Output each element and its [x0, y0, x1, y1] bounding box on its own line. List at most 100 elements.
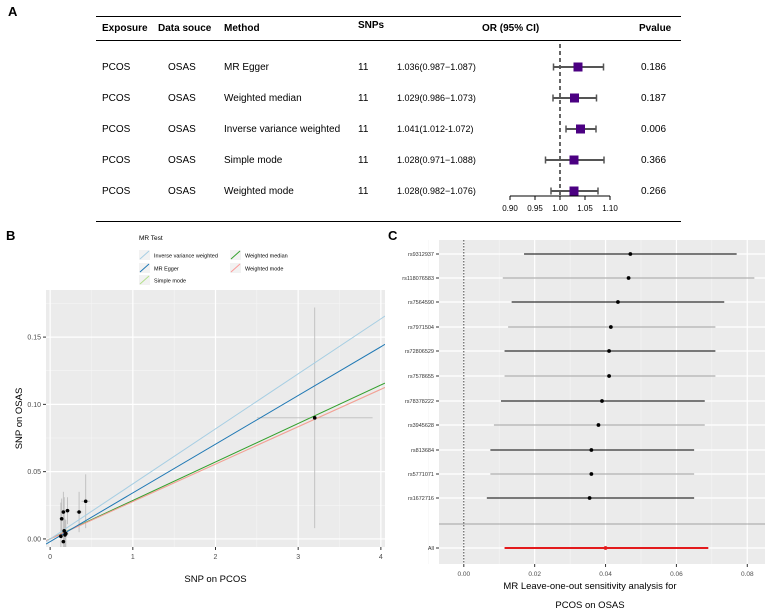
- loo-point: [616, 300, 620, 304]
- loo-point: [626, 276, 631, 280]
- legend-key-line: [139, 275, 150, 285]
- y-tick-label: rs5771071: [408, 472, 434, 478]
- regression-line: [46, 315, 385, 543]
- snp-point: [312, 416, 317, 420]
- header-method: Method: [224, 23, 260, 34]
- table-cell-pvalue: 0.266: [641, 186, 667, 197]
- y-tick-label: All: [428, 546, 434, 552]
- table-cell-method: Weighted mode: [224, 186, 294, 197]
- table-cell-exposure: PCOS: [102, 93, 131, 104]
- table-cell-pvalue: 0.366: [641, 155, 667, 166]
- gridlines: [46, 290, 385, 547]
- panel-c-label: C: [388, 228, 398, 243]
- loo-point: [589, 448, 594, 452]
- table-cell-or-ci: 1.028(0.982−1.076): [397, 186, 476, 196]
- legend-entry: Weighted median: [245, 254, 288, 260]
- y-tick-label: rs1672716: [408, 496, 434, 502]
- legend-entry: Inverse variance weighted: [154, 254, 218, 260]
- x-tick-label: 0.06: [670, 571, 683, 578]
- snp-point: [59, 516, 64, 521]
- table-cell-exposure: PCOS: [102, 62, 131, 73]
- y-tick-label: rs72806529: [405, 349, 434, 355]
- header-data-source: Data souce: [158, 23, 212, 34]
- chart-title-line1: MR Leave-one-out sensitivity analysis fo…: [503, 581, 676, 592]
- loo-point: [628, 252, 633, 256]
- x-tick-label: 1: [131, 554, 135, 561]
- header-or-ci: OR (95% CI): [482, 23, 540, 34]
- table-cell-or-ci: 1.036(0.987−1.087): [397, 62, 476, 72]
- overall-estimate-point: [603, 546, 608, 550]
- table-cell-method: Simple mode: [224, 155, 283, 166]
- table-cell-exposure: PCOS: [102, 155, 131, 166]
- loo-point: [596, 423, 601, 427]
- forest-tick-label: 1.10: [602, 204, 618, 213]
- table-cell-method: MR Egger: [224, 62, 270, 73]
- y-tick-label: rs3945628: [408, 423, 434, 429]
- x-tick-label: 3: [296, 554, 300, 561]
- snp-point: [59, 534, 63, 539]
- leave-one-out-forest-plot: 0.00 0.02 0.04 0.06 0.08 rs9312937 rs118076583…: [402, 240, 765, 611]
- x-tick-label: 0: [48, 554, 52, 561]
- snp-point: [65, 508, 70, 513]
- legend-key-line: [230, 250, 241, 260]
- x-tick-label: 0.08: [741, 571, 754, 578]
- or-point-marker: [573, 62, 583, 72]
- chart-title-line2: PCOS on OSAS: [555, 600, 624, 611]
- header-exposure: Exposure: [102, 23, 148, 34]
- panel-b-label: B: [6, 228, 16, 243]
- legend: MR Test Inverse variance weighted MR Egger…: [139, 235, 288, 285]
- loo-point: [608, 325, 613, 329]
- forest-tick-label: 0.90: [502, 204, 518, 213]
- table-cell-data-source: OSAS: [168, 124, 196, 135]
- forest-tick-label: 1.05: [577, 204, 593, 213]
- table-cell-or-ci: 1.028(0.971−1.088): [397, 155, 476, 165]
- header-snps: SNPs: [358, 20, 385, 31]
- y-tick-label: rs7578655: [408, 374, 434, 380]
- loo-point: [589, 472, 594, 476]
- y-tick-label: rs9312937: [408, 252, 434, 258]
- table-cell-snps: 11: [358, 93, 369, 104]
- header-pvalue: Pvalue: [639, 23, 672, 34]
- snp-point: [62, 529, 66, 533]
- table-cell-pvalue: 0.186: [641, 62, 667, 73]
- table-cell-data-source: OSAS: [168, 186, 196, 197]
- y-tick-label: rs118076583: [402, 276, 434, 282]
- table-cell-snps: 11: [358, 155, 369, 166]
- y-tick-label: rs7564590: [408, 300, 434, 306]
- x-tick-label: 4: [379, 554, 383, 561]
- regression-line: [46, 386, 385, 542]
- loo-point: [600, 399, 604, 403]
- y-tick-label: 0.15: [27, 335, 41, 342]
- regression-line: [46, 343, 385, 545]
- table-cell-pvalue: 0.187: [641, 93, 667, 104]
- loo-point: [607, 349, 611, 353]
- regression-line: [46, 382, 385, 542]
- table-cell-exposure: PCOS: [102, 186, 131, 197]
- table-cell-or-ci: 1.041(1.012-1.072): [397, 124, 474, 134]
- x-tick-label: 0.00: [457, 571, 470, 578]
- y-tick-label: 0.00: [27, 536, 41, 543]
- panel-a-label: A: [8, 4, 18, 19]
- y-tick-label: 0.05: [27, 469, 41, 476]
- legend-entry: Weighted mode: [245, 267, 283, 273]
- or-point-marker: [570, 93, 579, 103]
- forest-tick-label: 0.95: [527, 204, 543, 213]
- loo-point: [587, 496, 592, 500]
- table-cell-data-source: OSAS: [168, 93, 196, 104]
- y-tick-label: rs78378222: [405, 399, 434, 405]
- table-cell-exposure: PCOS: [102, 124, 131, 135]
- or-point-marker: [569, 155, 579, 165]
- y-tick-label: rs7971504: [408, 325, 434, 331]
- snp-point: [83, 499, 88, 504]
- y-tick-label: 0.10: [27, 402, 41, 409]
- y-tick-label: rs813684: [411, 448, 434, 454]
- mr-results-table: Exposure Data souce Method SNPs OR (95% …: [96, 16, 681, 222]
- table-cell-method: Weighted median: [224, 93, 302, 104]
- table-cell-snps: 11: [358, 186, 369, 197]
- x-axis-label: SNP on PCOS: [184, 574, 246, 585]
- table-cell-method: Inverse variance weighted: [224, 124, 341, 135]
- snp-point: [61, 510, 66, 514]
- x-tick-label: 0.04: [599, 571, 612, 578]
- table-cell-pvalue: 0.006: [641, 124, 667, 135]
- forest-tick-label: 1.00: [552, 204, 568, 213]
